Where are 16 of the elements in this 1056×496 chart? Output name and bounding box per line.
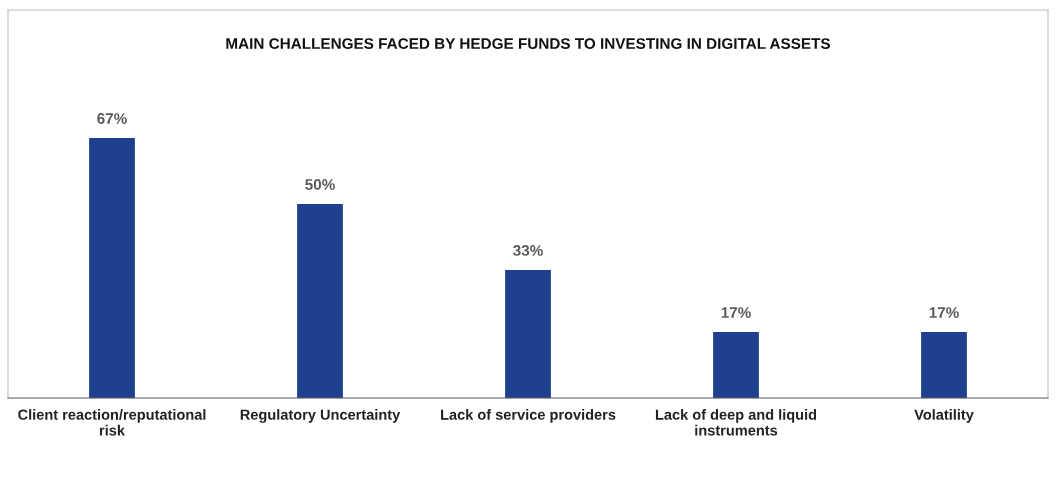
data-label: 67% bbox=[97, 113, 127, 124]
data-label: 17% bbox=[721, 307, 751, 318]
bar bbox=[89, 138, 135, 398]
text: MAIN CHALLENGES FACED BY HEDGE FUNDS TO INVESTING IN DIGITAL ASSETS bbox=[226, 38, 831, 50]
x-tick-label: Volatility bbox=[914, 409, 974, 423]
bar bbox=[297, 204, 343, 398]
data-label: 17% bbox=[929, 307, 959, 318]
data-label: 33% bbox=[513, 245, 543, 256]
x-tick-label: Client reaction/reputational risk bbox=[18, 409, 206, 436]
bar bbox=[505, 269, 551, 398]
x-tick-label: Lack of service providers bbox=[441, 409, 616, 423]
x-tick-label: Regulatory Uncertainty bbox=[240, 409, 401, 423]
x-tick-label: Lack of deep and liquid instruments bbox=[655, 409, 817, 436]
data-label: 50% bbox=[305, 179, 335, 190]
bar bbox=[713, 332, 759, 398]
bar bbox=[921, 332, 967, 398]
